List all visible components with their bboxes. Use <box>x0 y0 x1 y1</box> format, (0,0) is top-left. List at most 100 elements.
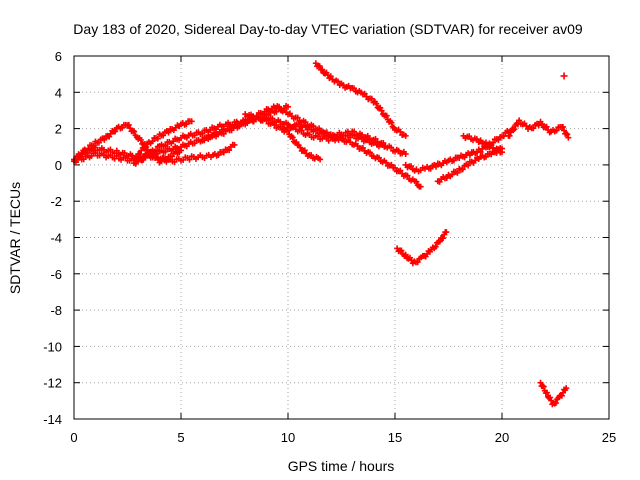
data-point <box>199 130 206 137</box>
data-point <box>539 120 546 127</box>
grid <box>74 56 609 419</box>
data-point <box>543 389 550 396</box>
data-point <box>334 78 341 85</box>
data-point <box>359 144 366 151</box>
data-point <box>186 156 193 163</box>
data-point <box>404 172 411 179</box>
data-point <box>255 114 262 121</box>
data-point <box>523 122 530 129</box>
x-tick-label: 10 <box>281 430 295 445</box>
data-point <box>339 135 346 142</box>
data-point <box>563 385 570 392</box>
data-point <box>465 162 472 169</box>
data-point <box>383 159 390 166</box>
data-point <box>443 174 450 181</box>
data-point <box>263 117 270 124</box>
data-point <box>560 72 568 80</box>
data-point <box>477 137 484 144</box>
plot-frame <box>73 55 610 420</box>
data-point <box>377 104 384 111</box>
data-point <box>276 103 283 110</box>
x-tick-label: 5 <box>177 430 184 445</box>
data-point <box>231 141 238 148</box>
data-point <box>535 122 542 129</box>
y-axis-title: SDTVAR / TECUs <box>7 182 23 294</box>
data-point <box>165 129 172 136</box>
data-point <box>154 135 161 142</box>
data-point <box>80 156 87 163</box>
data-point <box>84 150 91 157</box>
chart-title: Day 183 of 2020, Sidereal Day-to-day VTE… <box>73 21 583 37</box>
data-point <box>530 125 537 132</box>
data-point <box>383 112 390 119</box>
y-tick-label: -2 <box>50 194 62 209</box>
data-point <box>380 140 387 147</box>
data-point <box>449 171 456 178</box>
data-point <box>432 243 439 250</box>
data-point <box>314 127 321 134</box>
data-point <box>466 152 473 159</box>
data-point <box>310 123 317 130</box>
data-point <box>302 119 309 126</box>
data-point <box>516 117 523 124</box>
data-point <box>488 142 495 149</box>
data-point <box>414 259 421 266</box>
data-point <box>389 123 396 130</box>
data-point <box>246 117 253 124</box>
y-tick-label: 0 <box>55 158 62 173</box>
data-point <box>149 138 156 145</box>
data-point <box>373 100 380 107</box>
data-point <box>95 139 102 146</box>
data-point <box>188 118 195 125</box>
data-point <box>191 140 198 147</box>
data-point <box>402 151 409 158</box>
data-points <box>71 60 572 408</box>
data-point <box>436 238 443 245</box>
data-point <box>540 383 547 390</box>
data-point <box>294 114 301 121</box>
data-point <box>402 251 409 258</box>
data-point <box>277 123 284 130</box>
data-point <box>417 183 424 190</box>
data-point <box>368 95 375 102</box>
data-point <box>543 123 550 130</box>
data-point <box>388 119 395 126</box>
data-point <box>392 164 398 171</box>
data-point <box>564 131 571 138</box>
data-point <box>350 85 357 92</box>
data-point <box>319 66 326 73</box>
data-point <box>408 163 415 170</box>
data-point <box>443 229 450 236</box>
data-point <box>169 153 176 160</box>
data-point <box>553 127 560 134</box>
data-point <box>397 167 404 174</box>
data-point <box>454 169 461 176</box>
data-point <box>511 126 518 133</box>
data-point <box>561 127 568 134</box>
data-point <box>285 103 291 110</box>
x-tick-label: 15 <box>388 430 402 445</box>
y-tick-label: -6 <box>50 267 62 282</box>
data-point <box>559 124 566 131</box>
data-point <box>140 156 147 163</box>
data-point <box>402 132 409 139</box>
data-point <box>131 128 138 135</box>
x-tick-label: 25 <box>602 430 616 445</box>
y-tick-label: -4 <box>50 231 62 246</box>
y-tick-label: 6 <box>55 49 62 64</box>
data-point <box>327 73 334 80</box>
data-point <box>563 130 570 137</box>
data-point <box>160 132 167 139</box>
data-point <box>273 108 280 115</box>
data-point <box>209 133 216 140</box>
data-point <box>398 247 405 254</box>
data-point <box>433 163 440 170</box>
x-axis-title: GPS time / hours <box>288 458 395 474</box>
tick-labels: 0 5 10 15 20 25 -14 -12 -10 -8 -6 -4 -2 0 2 4 6 <box>43 49 616 445</box>
data-point <box>499 149 505 156</box>
data-point <box>552 399 559 406</box>
data-point <box>397 128 404 135</box>
data-point <box>112 128 119 135</box>
y-tick-label: -12 <box>43 376 62 391</box>
